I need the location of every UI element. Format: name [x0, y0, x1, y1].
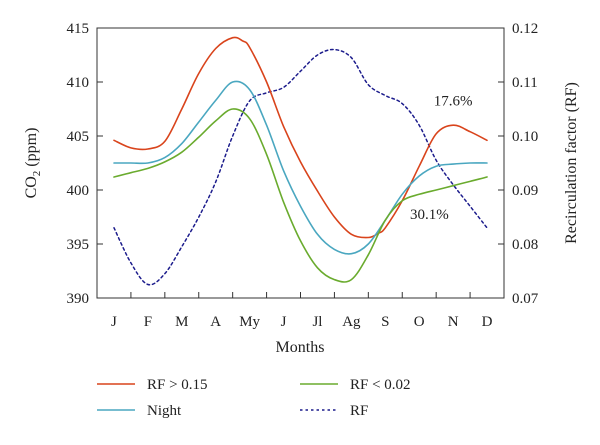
legend-label-rf: RF [350, 403, 368, 419]
x-tick-label: O [414, 314, 425, 330]
y-right-tick-label: 0.07 [512, 291, 539, 307]
legend-label-rf-lt-0-02: RF < 0.02 [350, 377, 411, 393]
x-tick-label: Jl [312, 314, 322, 330]
legend: RF > 0.15 RF < 0.02 Night RF [97, 377, 411, 419]
series-line-night [113, 80, 488, 255]
x-tick-label: A [210, 314, 221, 330]
series-layer [113, 36, 488, 286]
y-left-tick-label: 415 [67, 21, 90, 37]
y-left-axis-title-unit: (ppm) [23, 128, 40, 171]
x-tick-label: Ag [342, 314, 361, 330]
y-left-tick-label: 405 [67, 129, 90, 145]
x-tick-label: J [111, 314, 117, 330]
y-left-axis-title-main: CO [23, 176, 40, 198]
legend-label-rf-gt-0-15: RF > 0.15 [147, 377, 208, 393]
x-axis-title: Months [276, 339, 325, 356]
series-line-rf [113, 48, 488, 286]
x-tick-label: J [281, 314, 287, 330]
y-right-axis-title: Recirculation factor (RF) [563, 82, 580, 244]
y-left-tick-label: 410 [67, 75, 90, 91]
annotation-layer: 17.6% 30.1% [410, 93, 472, 222]
series-line-rf-gt-0-15 [113, 36, 488, 239]
y-left-tick-label: 390 [67, 291, 90, 307]
y-right-tick-label: 0.12 [512, 21, 538, 37]
x-tick-label: M [175, 314, 188, 330]
y-left-axis-title-subscript: 2 [31, 171, 43, 177]
y-right-tick-label: 0.10 [512, 129, 538, 145]
y-left-tick-label: 395 [67, 237, 90, 253]
series-line-rf-lt-0-02 [113, 108, 488, 283]
y-right-axis: 0.07 0.08 0.09 0.10 0.11 0.12 [498, 21, 539, 307]
x-tick-label: S [381, 314, 389, 330]
x-tick-label: D [482, 314, 493, 330]
y-right-tick-label: 0.08 [512, 237, 538, 253]
y-left-axis: 390 395 400 405 410 415 [67, 21, 103, 307]
annotation-label: 30.1% [410, 207, 449, 223]
y-right-tick-label: 0.09 [512, 183, 538, 199]
x-tick-label: My [239, 314, 260, 330]
annotation-label: 17.6% [434, 93, 473, 109]
y-left-tick-label: 400 [67, 183, 90, 199]
y-left-axis-title: CO2 (ppm) [23, 128, 43, 199]
y-right-tick-label: 0.11 [512, 75, 538, 91]
legend-label-night: Night [147, 403, 182, 419]
x-axis: J F M A My J Jl Ag S O N D [111, 292, 493, 330]
x-tick-label: F [144, 314, 152, 330]
x-tick-label: N [448, 314, 459, 330]
